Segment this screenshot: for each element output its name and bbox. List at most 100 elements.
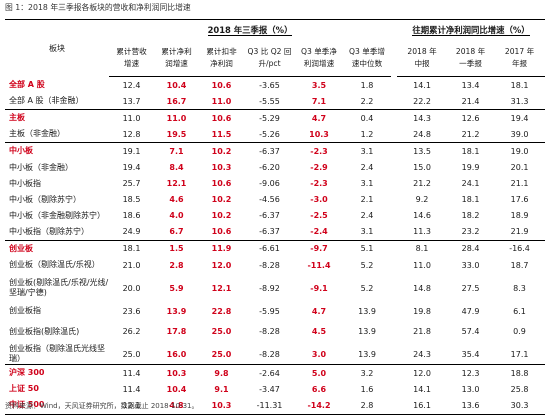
table-cell: 21.2 xyxy=(413,179,431,189)
table-cell: 11.0 xyxy=(211,96,232,106)
table-cell: 13.9 xyxy=(166,306,187,316)
table-cell: 11.5 xyxy=(211,129,232,139)
table-cell: 17.6 xyxy=(510,195,529,205)
table-cell: 30.3 xyxy=(494,397,546,415)
table-row: 中证 500 12.1 4.8 10.3 -11.31 -14.2 2.8 16.1 13.6 3… xyxy=(5,397,546,415)
table-cell: 15.0 xyxy=(413,163,431,173)
table-cell: 5.2 xyxy=(360,283,374,293)
row-label: 沪深 300 xyxy=(5,364,109,382)
table-cell: 14.6 xyxy=(413,211,431,221)
table-cell: 18.1 xyxy=(447,142,495,160)
table-cell: 26.2 xyxy=(122,327,141,337)
table-cell: 18.1 xyxy=(109,239,154,258)
column-header-line: 2018 年 xyxy=(407,47,437,57)
table-cell: 8.4 xyxy=(169,163,184,173)
table-cell: 19.4 xyxy=(494,109,546,127)
table-cell: 12.8 xyxy=(122,129,141,139)
column-header-label: 2017 年年报 xyxy=(494,46,545,70)
column-header: 2018 年一季报 xyxy=(447,40,495,77)
table-cell: -8.92 xyxy=(259,283,280,293)
table-cell: 24.8 xyxy=(413,129,431,139)
table-cell: 21.2 xyxy=(461,129,480,139)
table-cell: 11.0 xyxy=(154,109,199,127)
table-cell: 2.8 xyxy=(169,260,184,270)
table-cell: 16.0 xyxy=(166,349,187,359)
group-header-history: 往期累计净利润同比增速（%） xyxy=(397,19,546,40)
table-row: 主板 11.0 11.0 10.6 -5.29 4.7 0.4 14.3 12.6 19.4 xyxy=(5,109,546,127)
row-label: 创业板（剔除温氏/乐视） xyxy=(9,260,100,270)
table-cell: -5.95 xyxy=(259,306,280,316)
column-header: Q3 单季增 速中位数 xyxy=(343,40,392,77)
table-cell: 9.1 xyxy=(214,384,229,394)
table-cell: 17.8 xyxy=(166,327,187,337)
table-cell: -9.7 xyxy=(295,239,343,258)
column-header-line: Q3 比 Q2 回 xyxy=(247,47,292,57)
table-cell: 31.3 xyxy=(510,96,529,106)
table-cell: 18.9 xyxy=(510,211,529,221)
table-cell: 11.3 xyxy=(413,227,431,237)
column-header: 累计扣非 净利润 xyxy=(199,40,244,77)
table-cell: 10.2 xyxy=(211,211,232,221)
column-header-line: 升/pct xyxy=(258,59,281,68)
table-row: 沪深 300 11.4 10.3 9.8 -2.64 5.0 3.2 12.0 12.3 18.8 xyxy=(5,364,546,382)
table-cell: -6.37 xyxy=(259,227,280,237)
table-cell: 5.9 xyxy=(169,283,184,293)
column-gap-cell xyxy=(391,397,398,415)
table-cell: 22.2 xyxy=(413,96,431,106)
row-label: 创业板指(剔除温氏) xyxy=(9,326,80,336)
table-cell: -3.65 xyxy=(259,80,280,90)
table-cell: 18.5 xyxy=(122,195,141,205)
column-gap-cell xyxy=(391,239,398,258)
table-cell: 13.6 xyxy=(447,397,495,415)
table-cell: 13.9 xyxy=(358,349,376,359)
table-cell: 11.4 xyxy=(122,384,141,394)
table-cell: 25.0 xyxy=(211,327,232,337)
table-cell: 3.1 xyxy=(360,179,374,189)
table-cell: 3.2 xyxy=(343,364,392,382)
table-cell: 10.6 xyxy=(211,227,232,237)
group-title-history: 往期累计净利润同比增速（%） xyxy=(412,25,530,36)
column-header-label: 累计净利 润增速 xyxy=(154,46,199,70)
table-cell: 16.7 xyxy=(166,96,187,106)
row-label: 主板 xyxy=(5,109,109,127)
table-cell: -11.4 xyxy=(307,260,331,270)
group-title-2018q3: 2018 年三季报（%） xyxy=(207,25,293,36)
table-cell: 20.1 xyxy=(510,163,529,173)
column-header-line: 累计扣非 xyxy=(206,47,237,57)
column-header: 2018 年中报 xyxy=(397,40,448,77)
table-cell: 13.9 xyxy=(358,327,376,337)
column-gap xyxy=(391,19,398,77)
table-cell: -3.0 xyxy=(310,195,328,205)
table-cell: 13.0 xyxy=(461,384,480,394)
column-header-label: 2018 年一季报 xyxy=(447,46,494,70)
table-row: 主板（非金融） 12.8 19.5 11.5 -5.26 10.3 1.2 24.8 21.2 3… xyxy=(5,126,545,143)
table-cell: 10.4 xyxy=(166,384,187,394)
table-cell: 12.1 xyxy=(166,179,187,189)
row-label: 全部 A 股 xyxy=(9,79,45,89)
table-cell: 21.1 xyxy=(510,179,529,189)
row-label: 中小板（剔除苏宁） xyxy=(9,194,81,204)
table-cell: 10.6 xyxy=(211,80,232,90)
table-row: 创业板（剔除温氏/乐视） 21.0 2.8 12.0 -8.28 -11.4 5.2 11.0… xyxy=(5,257,545,273)
table-cell: 19.1 xyxy=(109,142,154,160)
table-cell: 8.3 xyxy=(513,283,526,293)
column-gap-cell xyxy=(391,364,398,382)
column-header-line: 累计营收 xyxy=(116,47,147,57)
table-row: 中小板（非金融） 19.4 8.4 10.3 -6.20 -2.9 2.4 15.0 19.9 2… xyxy=(5,159,545,175)
table-row: 创业板指（剔除温氏光线坚瑞） 25.0 16.0 25.0 -8.28 3.0 13.9 24… xyxy=(5,344,545,365)
table-cell: 35.4 xyxy=(461,349,480,359)
row-label: 主板（非金融） xyxy=(9,129,65,139)
table-cell: -16.4 xyxy=(494,239,546,258)
column-header-line: 净利润 xyxy=(210,59,233,68)
table-cell: 39.0 xyxy=(510,129,529,139)
column-header-line: 2017 年 xyxy=(504,47,535,57)
table-cell: 13.5 xyxy=(397,142,448,160)
row-label: 创业板 xyxy=(5,239,109,258)
column-header-line: 利润增速 xyxy=(303,59,335,68)
table-cell: 0.9 xyxy=(513,327,526,337)
table-cell: 18.6 xyxy=(122,211,141,221)
table-cell: 9.2 xyxy=(415,195,429,205)
table-cell: -9.06 xyxy=(259,179,280,189)
table-row: 创业板(剔除温氏/乐视/光线/坚瑞/宁德) 20.0 5.9 12.1 -8.92 -9.… xyxy=(5,273,545,303)
column-header-line: 增速 xyxy=(123,59,140,68)
